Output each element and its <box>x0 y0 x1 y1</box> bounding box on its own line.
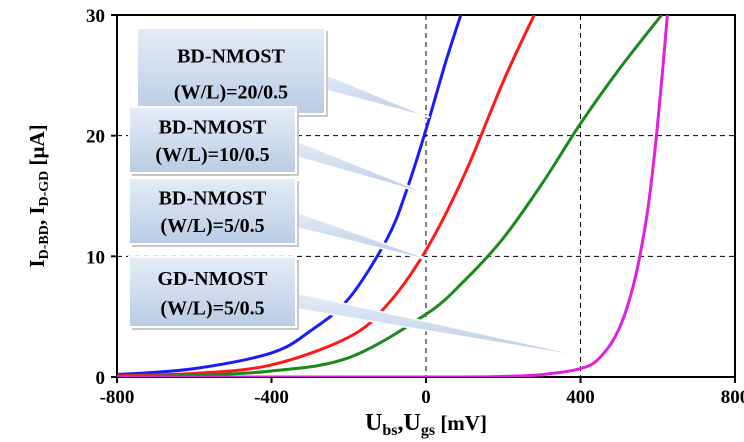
callout-title: BD-NMOST <box>159 187 267 209</box>
callout-pointer <box>322 72 431 119</box>
callout-ratio: (W/L)=5/0.5 <box>160 297 264 319</box>
legend-callouts: BD-NMOST (W/L)=20/0.5 BD-NMOST (W/L)=10/0.5… <box>128 27 597 360</box>
series-line-1 <box>117 15 463 377</box>
callout-series-4: GD-NMOST (W/L)=5/0.5 <box>128 256 597 360</box>
x-tick-label: 400 <box>566 387 595 408</box>
callout-pointer <box>293 209 438 264</box>
callout-pointer <box>293 291 597 360</box>
x-tick-label: -800 <box>100 387 135 408</box>
callout-series-1: BD-NMOST (W/L)=20/0.5 <box>136 27 431 119</box>
callout-series-2: BD-NMOST (W/L)=10/0.5 <box>128 106 435 197</box>
callout-ratio: (W/L)=10/0.5 <box>155 144 269 166</box>
y-tick-label: 30 <box>86 6 105 27</box>
callout-box <box>128 177 297 245</box>
callout-box <box>128 256 297 328</box>
x-tick-label: 0 <box>421 387 431 408</box>
y-tick-label: 10 <box>86 247 105 268</box>
y-tick-label: 20 <box>86 127 105 148</box>
x-tick-label: 800 <box>721 387 744 408</box>
series-line-3 <box>117 15 663 377</box>
callout-title: BD-NMOST <box>159 116 267 138</box>
callout-box <box>128 106 297 174</box>
x-axis-title: Ubs,Ugs [mV] <box>365 410 487 439</box>
callout-title: BD-NMOST <box>177 45 285 67</box>
callout-ratio: (W/L)=5/0.5 <box>160 215 264 237</box>
y-tick-labels: 0 10 20 30 <box>86 6 117 389</box>
x-tick-label: -400 <box>254 387 289 408</box>
series-line-4 <box>117 15 669 377</box>
callout-series-3: BD-NMOST (W/L)=5/0.5 <box>128 177 438 264</box>
series-line-2 <box>117 15 536 377</box>
callout-title: GD-NMOST <box>158 268 269 290</box>
y-axis-title: ID-BD, ID-GD [μA] <box>25 124 52 267</box>
y-tick-label: 0 <box>96 368 106 389</box>
callout-ratio: (W/L)=20/0.5 <box>174 82 288 104</box>
callout-box <box>136 27 326 115</box>
series-lines <box>117 15 669 377</box>
x-tick-labels: -800 -400 0 400 800 <box>100 377 744 408</box>
